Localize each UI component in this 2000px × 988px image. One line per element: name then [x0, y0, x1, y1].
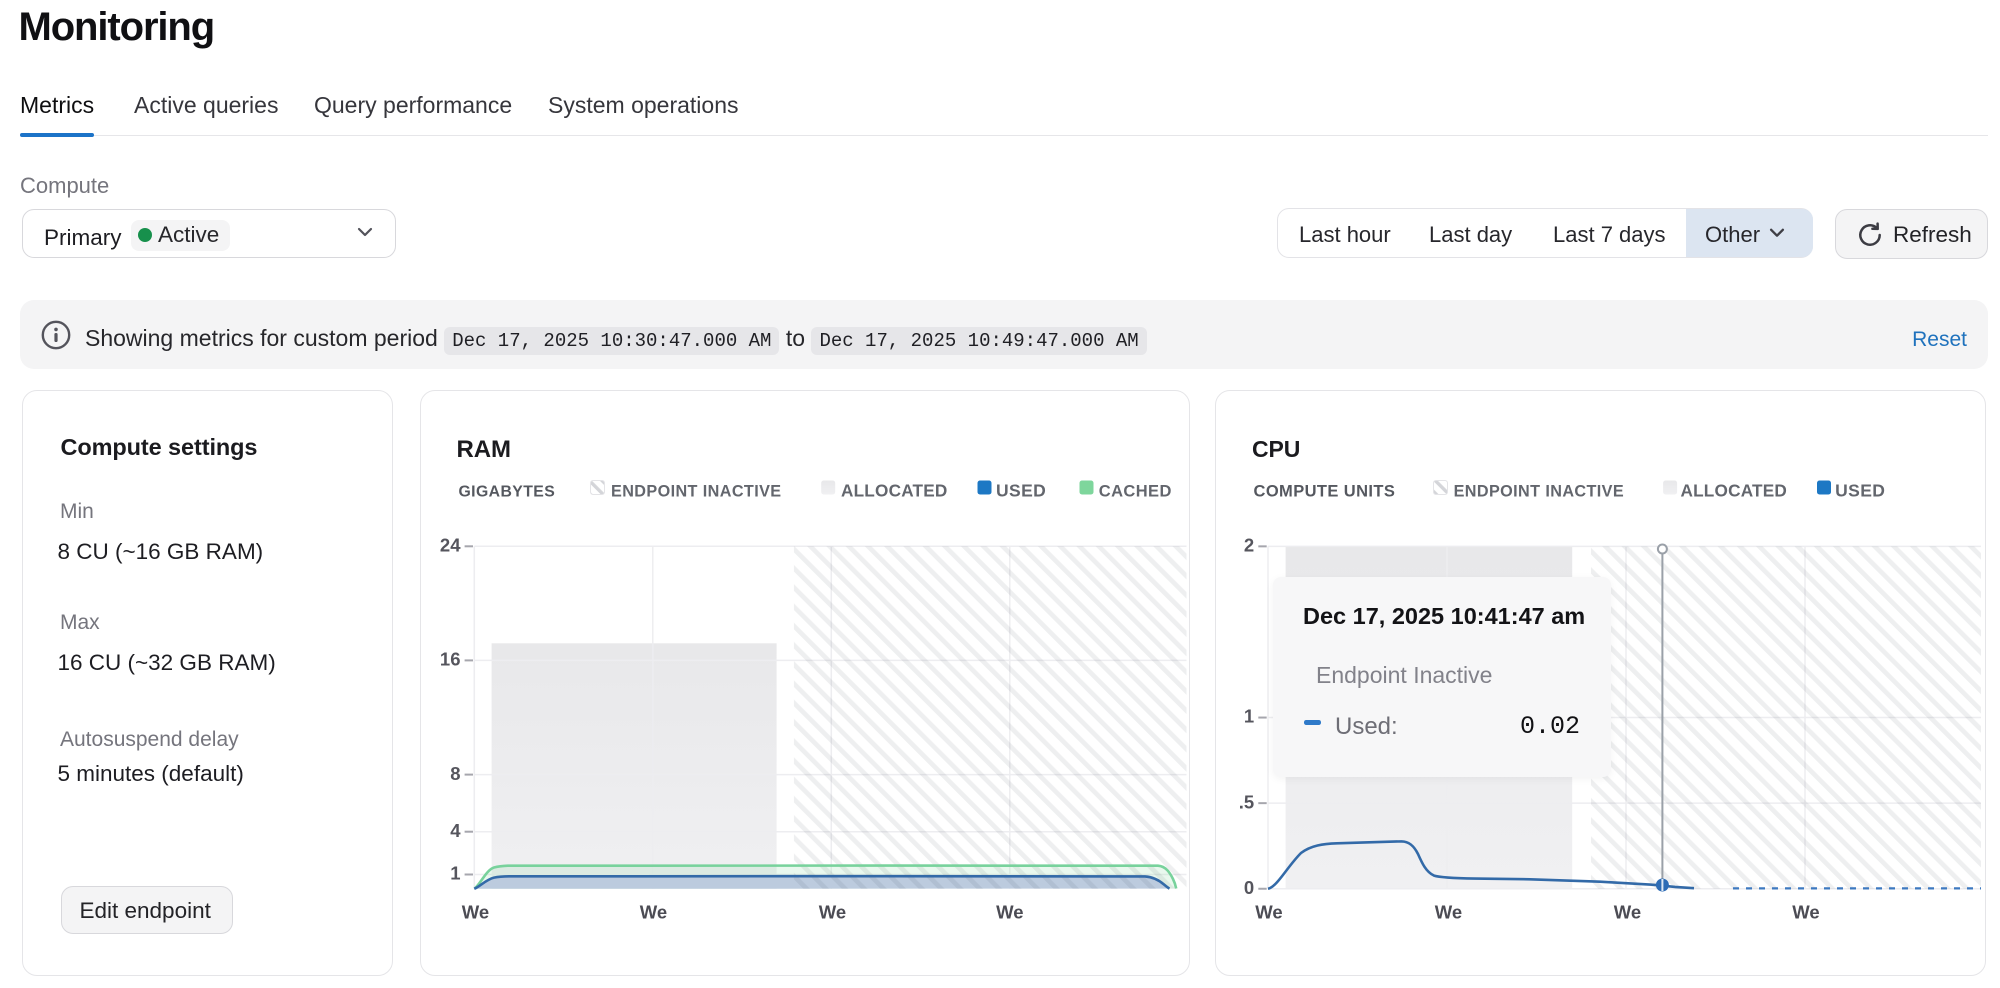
svg-text:0: 0: [1243, 876, 1253, 897]
svg-text:2: 2: [1243, 534, 1253, 555]
svg-text:We: We: [461, 901, 488, 922]
svg-text:COMPUTE UNITS: COMPUTE UNITS: [1253, 482, 1395, 500]
svg-text:We: We: [639, 901, 666, 922]
svg-text:USED: USED: [1835, 480, 1885, 500]
svg-text:We: We: [1434, 901, 1461, 922]
svg-text:GIGABYTES: GIGABYTES: [458, 483, 555, 500]
svg-text:1: 1: [1243, 705, 1253, 726]
svg-text:16: 16: [439, 648, 460, 669]
svg-text:CACHED: CACHED: [1098, 482, 1171, 500]
svg-text:We: We: [996, 901, 1023, 922]
svg-text:.5: .5: [1238, 791, 1253, 812]
svg-text:8: 8: [450, 762, 460, 783]
svg-text:1: 1: [450, 862, 460, 883]
svg-text:USED: USED: [996, 480, 1046, 500]
svg-text:4: 4: [450, 819, 461, 840]
svg-text:We: We: [1255, 901, 1282, 922]
svg-text:We: We: [1613, 901, 1640, 922]
svg-text:We: We: [1792, 901, 1819, 922]
svg-text:ENDPOINT INACTIVE: ENDPOINT INACTIVE: [611, 482, 782, 500]
svg-text:ALLOCATED: ALLOCATED: [841, 480, 948, 500]
svg-text:24: 24: [439, 534, 460, 555]
svg-text:ALLOCATED: ALLOCATED: [1680, 480, 1787, 500]
svg-text:We: We: [818, 901, 845, 922]
svg-text:ENDPOINT INACTIVE: ENDPOINT INACTIVE: [1453, 482, 1624, 500]
